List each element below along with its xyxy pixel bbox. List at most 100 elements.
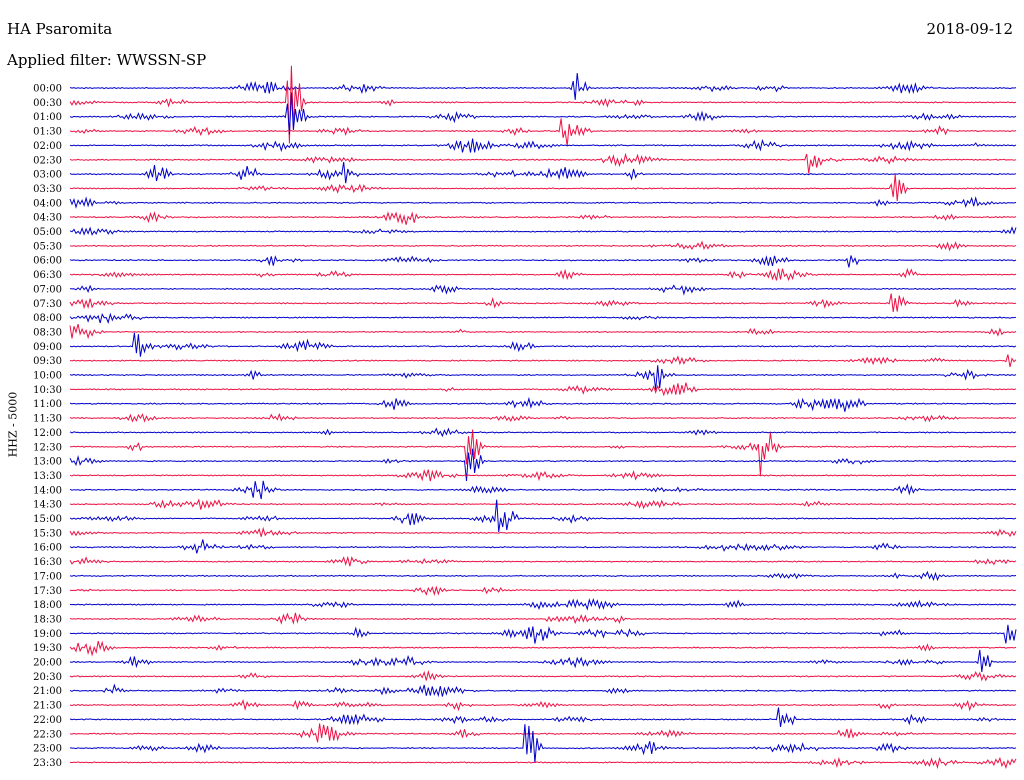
row-label: 04:30 xyxy=(33,213,62,224)
row-label: 17:00 xyxy=(33,571,62,582)
trace-line xyxy=(69,412,1017,423)
trace-line xyxy=(69,585,1017,596)
row-label: 14:00 xyxy=(33,485,62,496)
row-label: 08:30 xyxy=(33,327,62,338)
trace-line xyxy=(69,312,1017,324)
row-label: 04:00 xyxy=(33,198,62,209)
trace-line xyxy=(69,396,1017,412)
row-label: 06:30 xyxy=(33,270,62,281)
row-label: 10:30 xyxy=(33,385,62,396)
trace-line xyxy=(69,267,1017,282)
trace-line xyxy=(69,118,1017,147)
trace-line xyxy=(69,73,1017,100)
row-label: 01:30 xyxy=(33,127,62,138)
row-label: 21:00 xyxy=(33,686,62,697)
row-label: 20:00 xyxy=(33,658,62,669)
trace-line xyxy=(69,480,1017,500)
trace-line xyxy=(69,539,1017,554)
row-label: 16:30 xyxy=(33,557,62,568)
trace-line xyxy=(69,92,1017,135)
trace-line xyxy=(69,354,1017,368)
trace-line xyxy=(69,756,1017,770)
row-label: 18:30 xyxy=(33,614,62,625)
row-label: 12:30 xyxy=(33,442,62,453)
row-label: 02:30 xyxy=(33,155,62,166)
trace-line xyxy=(69,196,1017,209)
trace-line xyxy=(69,570,1017,582)
row-label: 12:00 xyxy=(33,428,62,439)
row-label: 15:00 xyxy=(33,514,62,525)
row-label: 19:30 xyxy=(33,643,62,654)
row-label: 11:00 xyxy=(33,399,62,410)
row-label: 23:00 xyxy=(33,744,62,755)
row-label: 00:00 xyxy=(33,84,62,95)
row-label: 16:00 xyxy=(33,543,62,554)
trace-line xyxy=(69,365,1017,391)
trace-line xyxy=(69,724,1017,763)
row-label: 19:00 xyxy=(33,629,62,640)
row-label: 06:00 xyxy=(33,256,62,267)
station-name: HA Psaromita xyxy=(7,20,113,38)
row-label: 18:00 xyxy=(33,600,62,611)
row-label: 03:00 xyxy=(33,170,62,181)
applied-filter: Applied filter: WWSSN-SP xyxy=(7,51,207,69)
row-label: 08:00 xyxy=(33,313,62,324)
trace-line xyxy=(69,293,1017,312)
trace-line xyxy=(69,683,1017,698)
trace-line xyxy=(69,699,1017,712)
trace-line xyxy=(69,640,1017,657)
trace-line xyxy=(69,382,1017,397)
row-label: 05:30 xyxy=(33,241,62,252)
row-label: 10:00 xyxy=(33,371,62,382)
trace-line xyxy=(69,448,1017,482)
trace-line xyxy=(69,255,1017,268)
trace-line xyxy=(69,612,1017,625)
trace-line xyxy=(69,499,1017,532)
trace-line xyxy=(69,161,1017,184)
trace-line xyxy=(69,211,1017,225)
trace-line xyxy=(69,707,1017,727)
row-label: 13:00 xyxy=(33,457,62,468)
row-label: 05:00 xyxy=(33,227,62,238)
row-label: 15:30 xyxy=(33,528,62,539)
trace-line xyxy=(69,624,1017,644)
row-label: 03:30 xyxy=(33,184,62,195)
trace-line xyxy=(69,284,1017,296)
trace-line xyxy=(69,332,1017,357)
trace-line xyxy=(69,174,1017,202)
row-label: 21:30 xyxy=(33,701,62,712)
row-label: 09:00 xyxy=(33,342,62,353)
row-label: 09:30 xyxy=(33,356,62,367)
trace-line xyxy=(69,427,1017,438)
row-label: 13:30 xyxy=(33,471,62,482)
row-label: 07:30 xyxy=(33,299,62,310)
trace-line xyxy=(69,152,1017,174)
row-label: 14:30 xyxy=(33,500,62,511)
row-label: 11:30 xyxy=(33,414,62,425)
trace-line xyxy=(69,429,1017,476)
row-label: 00:30 xyxy=(33,98,62,109)
row-label: 01:00 xyxy=(33,112,62,123)
row-label: 07:00 xyxy=(33,284,62,295)
trace-line xyxy=(69,723,1017,743)
record-date: 2018-09-12 xyxy=(926,20,1013,38)
trace-line xyxy=(69,598,1017,611)
row-label: 22:00 xyxy=(33,715,62,726)
trace-line xyxy=(69,323,1017,340)
row-label: 02:00 xyxy=(33,141,62,152)
trace-line xyxy=(69,469,1017,482)
trace-line xyxy=(69,226,1017,236)
trace-line xyxy=(69,65,1017,144)
row-label: 17:30 xyxy=(33,586,62,597)
row-label: 20:30 xyxy=(33,672,62,683)
trace-line xyxy=(69,669,1017,682)
trace-line xyxy=(69,526,1017,538)
row-label: 23:30 xyxy=(33,758,62,769)
trace-line xyxy=(69,649,1017,673)
trace-line xyxy=(69,138,1017,153)
trace-line xyxy=(69,555,1017,567)
trace-line xyxy=(69,240,1017,252)
row-label: 22:30 xyxy=(33,729,62,740)
trace-line xyxy=(69,498,1017,510)
